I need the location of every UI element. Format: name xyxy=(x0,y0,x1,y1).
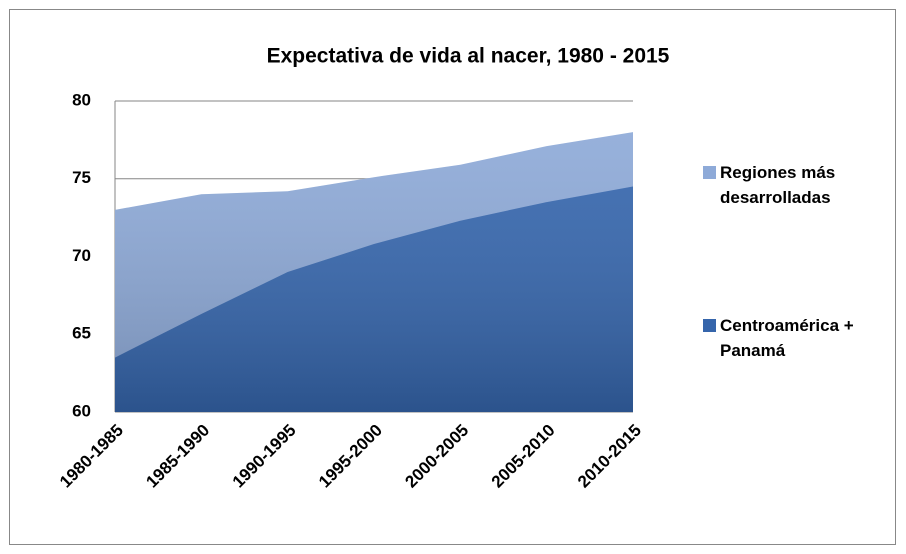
y-tick-label: 70 xyxy=(72,246,91,265)
y-tick-label: 80 xyxy=(72,90,91,109)
y-tick-label: 75 xyxy=(72,168,91,187)
area-shade xyxy=(115,186,633,412)
legend-item: Centroamérica + Panamá xyxy=(703,313,883,363)
legend-swatch xyxy=(703,166,716,179)
legend-label: Regiones más desarrolladas xyxy=(720,163,836,207)
legend-item: Regiones más desarrolladas xyxy=(703,160,883,210)
y-tick-label: 60 xyxy=(72,401,91,420)
y-tick-label: 65 xyxy=(72,324,91,343)
legend-swatch xyxy=(703,319,716,332)
chart-title: Expectativa de vida al nacer, 1980 - 201… xyxy=(267,45,670,68)
legend-label: Centroamérica + Panamá xyxy=(720,316,854,360)
